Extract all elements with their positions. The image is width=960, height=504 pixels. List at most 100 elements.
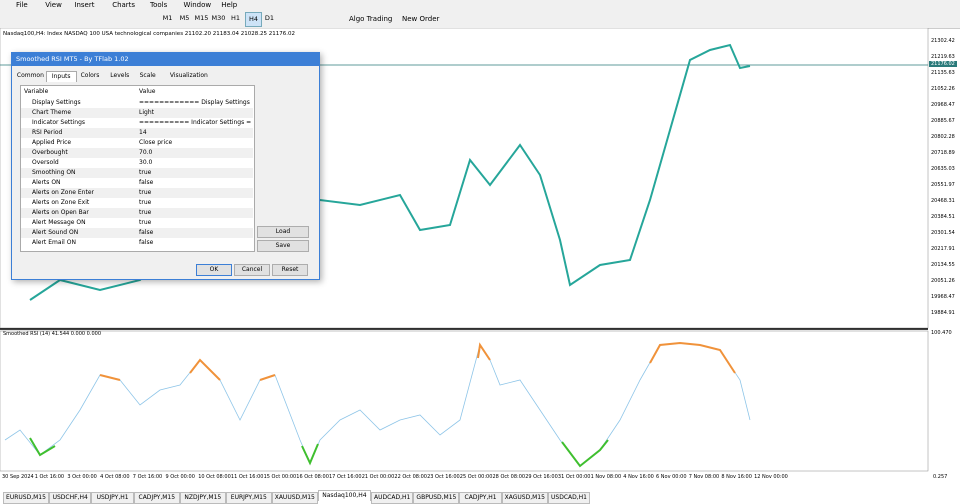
column-header: Value xyxy=(139,88,156,95)
time-label: 11 Oct 16:00 xyxy=(230,474,264,480)
symbol-tab[interactable]: USDCAD,H1 xyxy=(547,492,591,504)
table-row[interactable] xyxy=(21,128,253,138)
dialog-button[interactable]: Reset xyxy=(272,264,308,276)
table-row[interactable] xyxy=(21,228,253,238)
dialog-button[interactable]: OK xyxy=(196,264,232,276)
menu-bar xyxy=(0,0,960,11)
variable-value[interactable]: true xyxy=(139,219,152,226)
table-row[interactable] xyxy=(21,158,253,168)
table-row[interactable] xyxy=(21,218,253,228)
dialog-button btn[interactable]: Save xyxy=(257,240,309,252)
timeframe-button[interactable]: H4 xyxy=(245,12,262,27)
symbol-tab[interactable]: CADJPY,H1 xyxy=(459,492,502,504)
timeframe-button[interactable]: M5 xyxy=(179,14,190,22)
price-label: 20384.51 xyxy=(931,214,955,220)
variable-name: Alert Message ON xyxy=(32,219,86,226)
menu-item[interactable]: View xyxy=(45,1,62,9)
symbol-tab[interactable]: USDCHF,H4 xyxy=(49,492,92,504)
overbought-segment xyxy=(259,374,276,381)
variable-value[interactable]: false xyxy=(139,239,154,246)
variable-value[interactable]: 14 xyxy=(139,129,147,136)
dialog-tab[interactable]: Colors xyxy=(80,72,100,79)
dialog-tab[interactable]: Common xyxy=(16,72,44,79)
variable-value[interactable]: true xyxy=(139,189,152,196)
table-row[interactable] xyxy=(21,238,253,248)
oversold-segment xyxy=(561,439,609,468)
table-row[interactable] xyxy=(21,188,253,198)
oversold-segment xyxy=(29,437,56,457)
overbought-segment xyxy=(189,358,221,381)
symbol-tab[interactable]: EURUSD,M15 xyxy=(3,492,49,504)
dialog-title: Smoothed RSI MT5 - By TFlab 1.02 xyxy=(16,55,129,63)
symbol-tab[interactable]: GBPUSD,M15 xyxy=(413,492,460,504)
dialog-button[interactable]: Cancel xyxy=(234,264,270,276)
table-row[interactable] xyxy=(21,148,253,158)
variable-value[interactable]: ============ Display Settings ==========… xyxy=(139,99,251,106)
time-label: 17 Oct 16:00 xyxy=(329,474,362,480)
variable-value[interactable]: 70.0 xyxy=(139,149,153,156)
variable-name: Alert Email ON xyxy=(32,239,76,246)
indicator-header: Smoothed RSI (14) 41.544 0.000 0.000 xyxy=(3,331,101,337)
price-label: 21135.63 xyxy=(931,70,955,76)
dialog-tab[interactable]: Inputs xyxy=(45,71,77,82)
symbol-tab[interactable]: CADJPY,M15 xyxy=(133,492,180,504)
table-row[interactable] xyxy=(21,108,253,118)
table-row[interactable] xyxy=(21,168,253,178)
timeframe-button[interactable]: M15 xyxy=(194,14,209,22)
variable-value[interactable]: Close price xyxy=(139,139,173,146)
variable-name: Alerts on Zone Exit xyxy=(32,199,90,206)
dialog-button btn[interactable]: Load xyxy=(257,226,309,238)
menu-item[interactable]: File xyxy=(16,1,28,9)
symbol-tab[interactable]: AUDCAD,H1 xyxy=(371,492,414,504)
symbol-tab[interactable]: XAUUSD,M15 xyxy=(271,492,318,504)
variable-value[interactable]: true xyxy=(139,169,152,176)
dialog-tab[interactable]: Visualization xyxy=(169,72,208,79)
variable-name: Alerts on Open Bar xyxy=(32,209,89,216)
symbol-tab[interactable]: USDJPY,H1 xyxy=(91,492,134,504)
table-row[interactable] xyxy=(21,178,253,188)
overbought-segment xyxy=(649,341,736,374)
variable-value[interactable]: 30.0 xyxy=(139,159,153,166)
variable-value[interactable]: Light xyxy=(139,109,154,116)
variable-name: RSI Period xyxy=(32,129,63,136)
time-label: 31 Oct 00:00 xyxy=(557,474,591,480)
table-row[interactable] xyxy=(21,98,253,108)
timeframe-button[interactable]: H1 xyxy=(230,14,241,22)
variable-value[interactable]: false xyxy=(139,179,154,186)
dialog-titlebar xyxy=(11,52,319,66)
timeframe-button[interactable]: M30 xyxy=(211,14,226,22)
price-label: 19884.91 xyxy=(931,310,955,316)
variable-value[interactable]: true xyxy=(139,199,152,206)
menu-item[interactable]: Window xyxy=(183,1,212,9)
variable-value[interactable]: ========== Indicator Settings ========== xyxy=(139,119,251,126)
dialog-tab[interactable]: Scale xyxy=(139,72,156,79)
new-order-button[interactable]: New Order xyxy=(402,15,440,23)
table-row[interactable] xyxy=(21,208,253,218)
variable-value[interactable]: true xyxy=(139,209,152,216)
algo-trading-button[interactable]: Algo Trading xyxy=(349,15,393,23)
menu-item[interactable]: Charts xyxy=(112,1,136,9)
time-label: 1 Nov 08:00 xyxy=(590,474,622,480)
menu-item[interactable]: Insert xyxy=(74,1,95,9)
time-label: 10 Oct 08:00 xyxy=(198,474,231,480)
time-label: 4 Nov 16:00 xyxy=(623,474,654,480)
symbol-tab[interactable]: Nasdaq100,H4 xyxy=(317,490,371,501)
table-row[interactable] xyxy=(21,118,253,128)
price-label: 20968.47 xyxy=(931,102,955,108)
symbol-tab[interactable]: NZDJPY,M15 xyxy=(179,492,226,504)
time-label: 21 Oct 00:00 xyxy=(361,474,395,480)
variable-value[interactable]: false xyxy=(139,229,154,236)
time-label: 30 Sep 2024 xyxy=(2,474,34,480)
table-row[interactable] xyxy=(21,138,253,148)
timeframe-button[interactable]: D1 xyxy=(264,14,275,22)
symbol-tab[interactable]: EURJPY,M15 xyxy=(225,492,272,504)
symbol-tab[interactable]: XAGUSD,M15 xyxy=(501,492,548,504)
time-label: 3 Oct 00:00 xyxy=(67,474,97,480)
timeframe-button[interactable]: M1 xyxy=(162,14,173,22)
time-label: 7 Nov 08:00 xyxy=(688,474,720,480)
table-row[interactable] xyxy=(21,198,253,208)
menu-item[interactable]: Help xyxy=(221,1,238,9)
dialog-tab[interactable]: Levels xyxy=(110,72,130,79)
menu-item[interactable]: Tools xyxy=(150,1,168,9)
